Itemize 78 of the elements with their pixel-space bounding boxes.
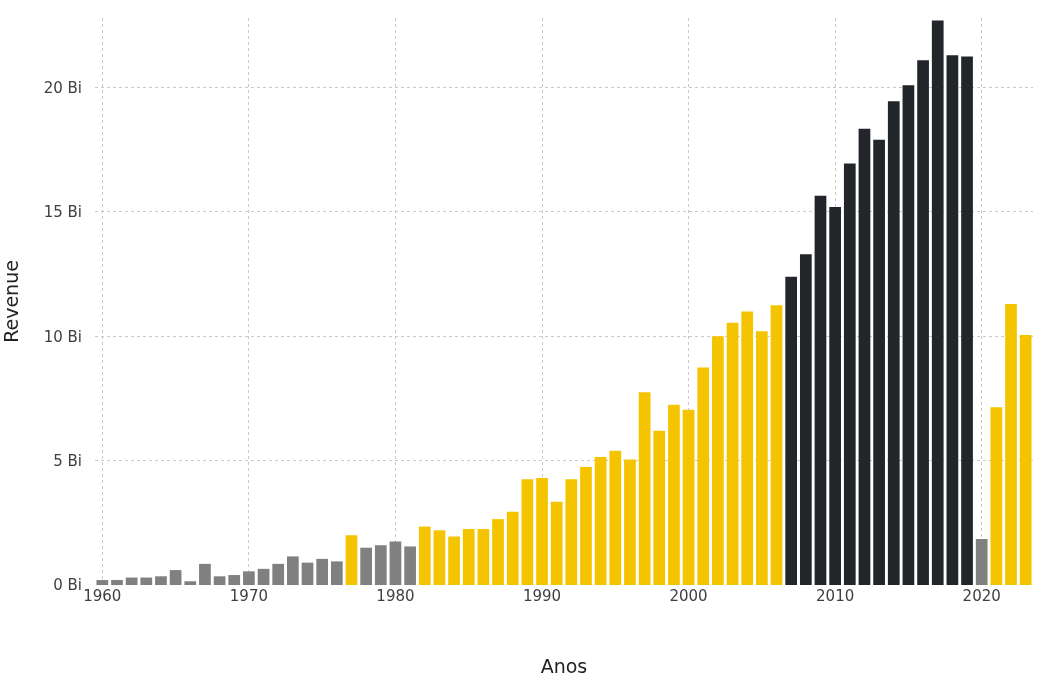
bar (726, 322, 739, 585)
bar (360, 547, 372, 585)
bar (448, 536, 460, 585)
x-tick-label: 1960 (83, 587, 122, 605)
x-tick-label: 2010 (816, 587, 855, 605)
bar (287, 556, 299, 585)
bar (697, 367, 710, 585)
bar (301, 562, 314, 585)
bar (199, 563, 211, 585)
bar (140, 577, 153, 585)
bar (682, 409, 695, 585)
bar (565, 479, 578, 585)
bar (257, 568, 270, 585)
x-tick-label: 1980 (376, 587, 415, 605)
bar (125, 577, 138, 585)
bar (580, 466, 592, 585)
bar (213, 576, 226, 585)
bar (668, 404, 680, 585)
bar (799, 254, 812, 585)
bar (975, 538, 988, 585)
bar (653, 430, 666, 585)
bar (316, 558, 329, 585)
bar (536, 478, 548, 585)
bar (228, 575, 241, 585)
bar (829, 207, 841, 585)
x-tick-label: 1990 (522, 587, 562, 605)
bar (858, 128, 871, 585)
bar (609, 450, 622, 585)
bar (990, 407, 1003, 585)
y-tick-label: 10 Bi (43, 327, 82, 346)
bar (814, 195, 827, 585)
y-tick-label: 20 Bi (43, 78, 82, 97)
bar (756, 331, 768, 585)
bar (96, 580, 109, 585)
bar (785, 276, 798, 585)
y-axis-title: Revenue (0, 260, 22, 343)
x-tick-label: 2000 (669, 587, 708, 605)
bar (111, 580, 123, 585)
bar (521, 479, 534, 585)
bar (272, 563, 285, 585)
bar (404, 546, 416, 585)
bar (887, 101, 900, 585)
bar (873, 139, 885, 585)
x-axis-title: Anos (540, 654, 588, 677)
bar (931, 20, 944, 585)
bar (374, 545, 387, 585)
bar (184, 581, 197, 585)
bar (477, 529, 490, 585)
bar (946, 55, 959, 585)
bar (389, 541, 402, 585)
bar (1019, 335, 1032, 585)
x-tick-label: 1970 (229, 587, 268, 605)
bar (330, 561, 343, 585)
x-tick-label: 2020 (962, 587, 1001, 605)
bar (917, 60, 929, 585)
bar (433, 530, 446, 585)
bar (712, 336, 724, 585)
bar (492, 519, 504, 585)
bar (169, 570, 182, 585)
bar (550, 501, 563, 585)
bar (345, 535, 358, 585)
bar (741, 311, 754, 585)
y-tick-label: 0 Bi (53, 576, 82, 595)
bar (961, 56, 973, 585)
y-tick-label: 15 Bi (43, 203, 82, 222)
bar (1005, 303, 1017, 585)
bar (624, 459, 636, 585)
bar (506, 511, 519, 585)
bar (243, 571, 255, 585)
bar (770, 305, 783, 585)
bar (594, 456, 607, 585)
bar (418, 526, 431, 585)
bar (462, 529, 475, 585)
y-tick-label: 5 Bi (53, 451, 82, 470)
bar (638, 392, 651, 585)
bar (155, 576, 167, 585)
bar (902, 85, 915, 585)
bar (843, 163, 856, 585)
